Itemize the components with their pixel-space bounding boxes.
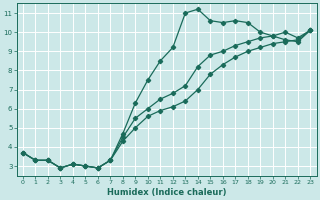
- X-axis label: Humidex (Indice chaleur): Humidex (Indice chaleur): [107, 188, 226, 197]
